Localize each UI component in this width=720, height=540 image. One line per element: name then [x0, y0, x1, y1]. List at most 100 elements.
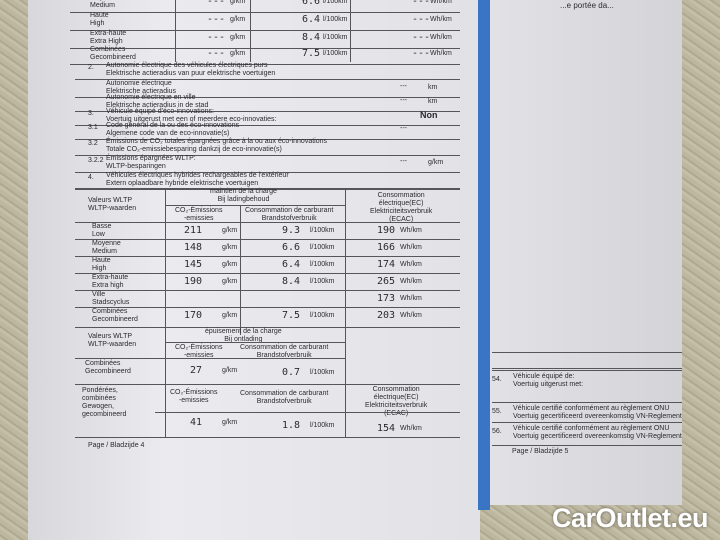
elec-value: --- — [411, 0, 430, 7]
rule-line — [75, 189, 460, 190]
left-page — [28, 0, 480, 540]
page-footer: Page / Bladzijde 4 — [88, 442, 145, 449]
section-number: 3.2 — [88, 140, 98, 147]
section-value: --- — [400, 158, 407, 165]
rule-line — [492, 445, 682, 446]
section-text: Véhicules électriques hybrides rechargea… — [106, 172, 289, 187]
rule-line — [70, 64, 460, 65]
rule-line — [75, 256, 460, 257]
section-value: Non — [420, 110, 438, 120]
rule-line — [75, 139, 460, 140]
row-label: Extra-haute Extra High — [90, 30, 127, 45]
item-number: 55. — [492, 408, 502, 415]
rule-line — [492, 422, 682, 423]
elec-unit: Wh/km — [400, 312, 422, 319]
section-number: 3. — [88, 110, 94, 117]
co2-value: 145 — [183, 259, 202, 270]
column-line — [345, 188, 346, 438]
rule-line — [492, 370, 682, 371]
column-header-fuel: Consommation de carburant Brandstofverbr… — [240, 390, 329, 405]
elec-value: 174 — [376, 259, 395, 270]
fuel-unit: l/100km — [310, 422, 335, 429]
co2-value: 148 — [183, 242, 202, 253]
fuel-unit: l/100km — [310, 244, 335, 251]
row-label: Combinées Gecombineerd — [92, 308, 138, 323]
item-text: Véhicule équipé de: Voertuig uitgerust m… — [513, 373, 584, 388]
rule-line — [75, 384, 460, 385]
rule-line — [492, 352, 682, 353]
rule-line — [75, 307, 460, 308]
rule-line — [75, 290, 460, 291]
row-label: Ville Stadscyclus — [92, 291, 130, 306]
rule-line — [75, 358, 345, 359]
fuel-unit: l/100km — [310, 278, 335, 285]
co2-unit: g/km — [222, 244, 238, 251]
co2-value: --- — [206, 32, 225, 43]
co2-unit: g/km — [230, 34, 246, 41]
rule-line — [75, 79, 460, 80]
rule-line — [492, 368, 682, 369]
rule-line — [75, 327, 460, 328]
elec-value: 190 — [376, 225, 395, 236]
rule-line — [75, 172, 460, 173]
fuel-unit: l/100km — [323, 0, 348, 5]
co2-unit: g/km — [222, 278, 238, 285]
column-line — [350, 0, 351, 62]
elec-unit: Wh/km — [400, 278, 422, 285]
rule-line — [155, 412, 460, 413]
row-label: Combinées Gecombineerd — [90, 46, 136, 61]
item-number: 54. — [492, 376, 502, 383]
binder-strip — [478, 0, 490, 510]
row-label: Basse Low — [92, 223, 112, 238]
section-number: 2. — [88, 64, 94, 71]
rule-line — [75, 125, 460, 126]
item-number: 56. — [492, 428, 502, 435]
fuel-value: 1.8 — [281, 420, 300, 431]
rule-line — [75, 273, 460, 274]
elec-value: 154 — [376, 423, 395, 434]
rule-line — [75, 97, 460, 98]
column-line — [250, 0, 251, 62]
co2-value: 170 — [183, 310, 202, 321]
row-label: Haute High — [90, 12, 109, 27]
elec-unit: Wh/km — [400, 244, 422, 251]
item-text: Véhicule certifié conformément au règlem… — [513, 405, 682, 420]
column-header-fuel: Consommation de carburant Brandstofverbr… — [240, 344, 329, 359]
fuel-value: 6.6 — [281, 242, 300, 253]
co2-unit: g/km — [222, 419, 238, 426]
elec-value: 166 — [376, 242, 395, 253]
elec-unit: Wh/km — [400, 425, 422, 432]
fuel-value: 8.4 — [281, 276, 300, 287]
section-number: 4. — [88, 174, 94, 181]
rule-line — [70, 48, 460, 49]
row-label: Combinées Gecombineerd — [85, 360, 131, 375]
item-text: Véhicule certifié conformément au règlem… — [513, 425, 682, 440]
column-line — [240, 205, 241, 335]
rule-line — [165, 342, 345, 343]
section-text: Autonomie électrique en ville Elektrisch… — [106, 94, 209, 109]
co2-unit: g/km — [222, 227, 238, 234]
rule-line — [75, 111, 460, 112]
co2-value: 27 — [189, 365, 202, 376]
row-label: Extra-haute Extra high — [92, 274, 129, 289]
section-text: Émissions épargnées WLTP: WLTP-besparing… — [106, 155, 196, 170]
fuel-unit: l/100km — [310, 312, 335, 319]
page-footer: Page / Bladzijde 5 — [512, 448, 569, 455]
rule-line — [70, 12, 460, 13]
elec-unit: Wh/km — [400, 261, 422, 268]
elec-unit: Wh/km — [430, 0, 452, 5]
row-label: Moyenne Medium — [92, 240, 121, 255]
elec-unit: Wh/km — [430, 16, 452, 23]
fuel-value: 7.5 — [301, 48, 320, 59]
row-label: Haute High — [92, 257, 111, 272]
co2-value: --- — [206, 48, 225, 59]
co2-unit: g/km — [230, 0, 246, 5]
rule-line — [75, 222, 460, 223]
section-value: --- — [400, 83, 407, 90]
section-value: --- — [400, 125, 407, 132]
rule-line — [75, 239, 460, 240]
fuel-value: 8.4 — [301, 32, 320, 43]
column-header-values: Valeurs WLTP WLTP-waarden — [88, 333, 137, 348]
co2-unit: g/km — [222, 312, 238, 319]
column-header-fuel: Consommation de carburant Brandstofverbr… — [245, 207, 334, 222]
